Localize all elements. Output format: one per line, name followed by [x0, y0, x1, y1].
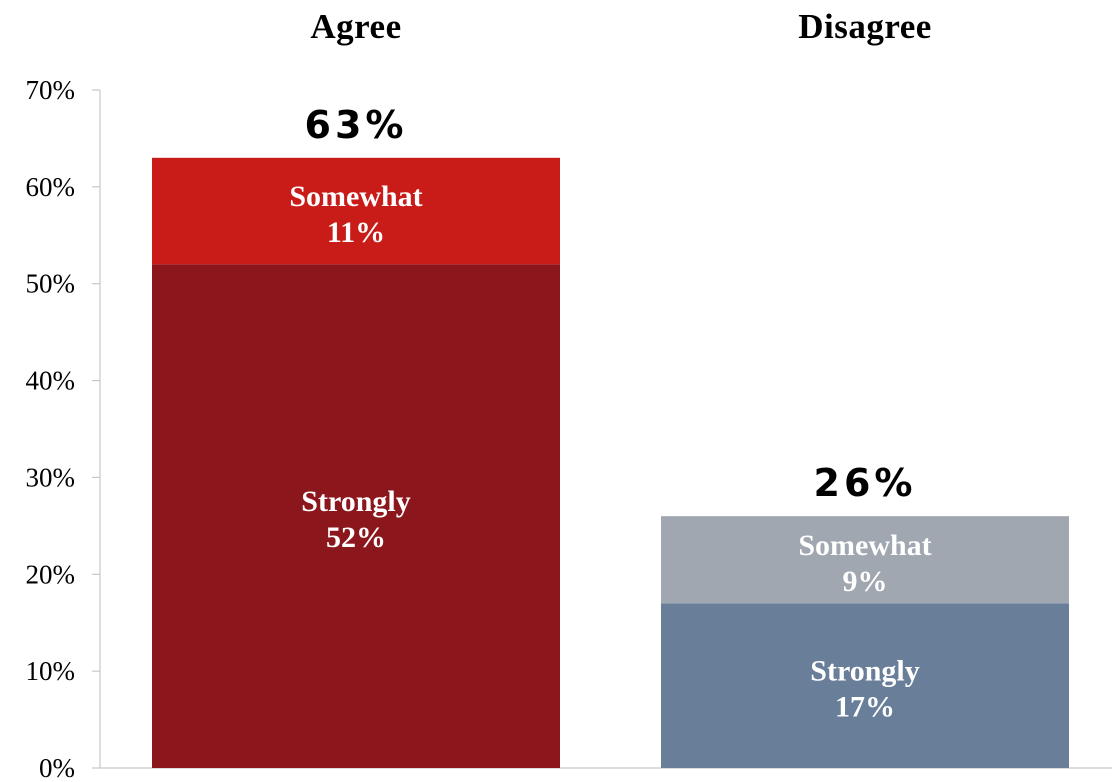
category-label: Disagree [798, 7, 932, 46]
segment-value-label: 11% [327, 216, 385, 249]
bar-total-label: 26% [814, 461, 917, 505]
segment-series-label: Somewhat [798, 529, 931, 562]
segment-value-label: 52% [326, 521, 386, 554]
y-axis: 0% 10% 20% 30% 40% 50% 60% 70% [26, 75, 1112, 782]
data-labels: Strongly52%Somewhat11%63%Strongly17%Some… [289, 103, 931, 724]
category-label: Agree [310, 7, 401, 46]
bar-segment-somewhat [152, 157, 560, 265]
category-headers: Agree Disagree [310, 7, 931, 46]
y-tick-label: 30% [26, 462, 76, 492]
segment-series-label: Strongly [810, 655, 919, 688]
y-tick-label: 0% [39, 753, 75, 782]
bars [152, 157, 1069, 768]
bar-segment-somewhat [661, 516, 1069, 604]
bar-total-label: 63% [305, 103, 408, 147]
y-tick-label: 10% [26, 656, 76, 686]
y-tick-label: 70% [26, 75, 76, 105]
y-tick-label: 50% [26, 269, 76, 299]
y-tick-label: 20% [26, 559, 76, 589]
segment-series-label: Strongly [301, 485, 410, 518]
y-tick-label: 40% [26, 366, 76, 396]
y-tick-label: 60% [26, 172, 76, 202]
bar-segment-strongly [152, 264, 560, 768]
bar-segment-strongly [661, 603, 1069, 768]
segment-value-label: 9% [843, 565, 888, 598]
segment-series-label: Somewhat [289, 180, 422, 213]
segment-value-label: 17% [835, 691, 895, 724]
